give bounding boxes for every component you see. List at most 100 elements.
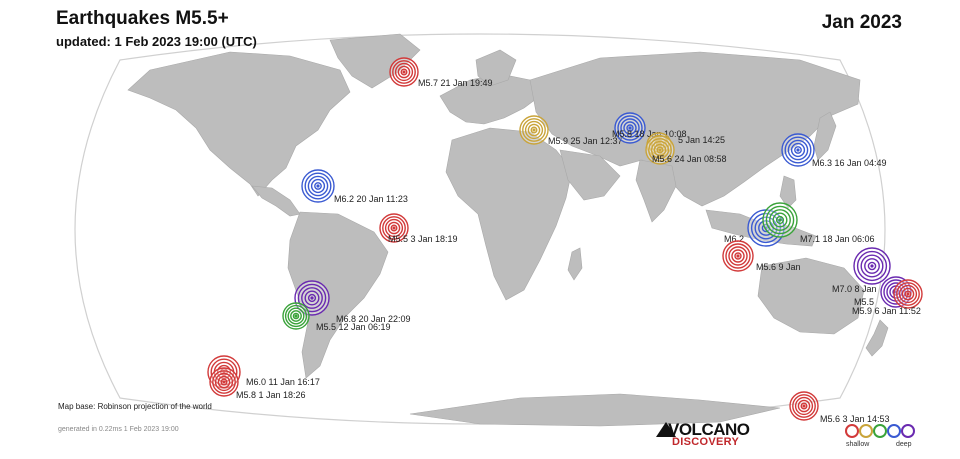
- earthquake-marker[interactable]: M6.2 20 Jan 11:23: [301, 169, 408, 204]
- quake-ring: [772, 212, 788, 228]
- earthquake-marker[interactable]: M5.5: [854, 276, 912, 308]
- quake-label: M6.0 11 Jan 16:17: [246, 377, 320, 387]
- quake-ring: [860, 254, 884, 278]
- quake-label: M5.9 25 Jan 12:37: [548, 136, 623, 146]
- quake-ring: [728, 246, 748, 266]
- quake-ring: [392, 60, 416, 84]
- quake-epicenter: [294, 314, 298, 318]
- quake-label: M5.7 21 Jan 19:49: [418, 78, 493, 88]
- quake-ring: [304, 290, 320, 306]
- quake-epicenter: [402, 70, 406, 74]
- earthquake-marker[interactable]: M5.6 3 Jan 14:53: [789, 391, 890, 424]
- quake-ring: [623, 121, 637, 135]
- earthquake-marker[interactable]: M5.8 18 Jan 10:08: [612, 112, 687, 144]
- quake-ring: [394, 62, 414, 82]
- quake-ring: [212, 370, 236, 394]
- depth-legend: shallow deep: [844, 422, 924, 450]
- earthquake-marker[interactable]: M5.7 21 Jan 19:49: [389, 57, 493, 88]
- quake-label: M5.5 12 Jan 06:19: [316, 322, 391, 332]
- legend-depth-ring: [873, 424, 887, 438]
- earthquake-marker[interactable]: M6.8 20 Jan 22:09: [294, 280, 411, 324]
- indonesia: [705, 209, 817, 247]
- earthquake-marker[interactable]: M5.9 6 Jan 11:52: [852, 279, 923, 316]
- legend-shallow-label: shallow: [846, 441, 870, 448]
- quake-ring: [314, 182, 322, 190]
- earthquake-marker[interactable]: M5.6 24 Jan 08:58: [645, 135, 727, 165]
- generated-note: generated in 0.22ms 1 Feb 2023 19:00: [58, 426, 179, 433]
- quake-epicenter: [796, 148, 800, 152]
- quake-ring: [530, 126, 538, 134]
- philippines: [779, 175, 797, 209]
- quake-ring: [220, 378, 228, 386]
- volcano-icon: [656, 422, 676, 437]
- quake-ring: [648, 138, 672, 162]
- quake-ring: [883, 279, 909, 305]
- quake-ring: [304, 172, 332, 200]
- quake-ring: [800, 402, 808, 410]
- quake-ring: [734, 252, 742, 260]
- quake-ring: [864, 258, 880, 274]
- quake-epicenter: [870, 264, 874, 268]
- quake-ring: [387, 221, 401, 235]
- legend-depth-ring: [901, 424, 915, 438]
- quake-ring: [656, 146, 664, 154]
- volcano-discovery-logo: VOLCANO DISCOVERY: [656, 420, 760, 448]
- quake-label: M7.1 18 Jan 06:06: [800, 234, 875, 244]
- quake-label: M5.5 3 Jan 18:19: [388, 234, 458, 244]
- earthquake-marker[interactable]: M5.6 9 Jan: [722, 240, 801, 272]
- quake-ring: [769, 209, 791, 231]
- quake-ring: [214, 372, 234, 392]
- quake-ring: [797, 399, 811, 413]
- quake-ring: [292, 312, 300, 320]
- quake-label: M7.0 8 Jan: [832, 284, 877, 294]
- quake-ring: [290, 310, 302, 322]
- madagascar: [567, 247, 583, 281]
- quake-ring: [790, 142, 806, 158]
- earthquake-marker[interactable]: M5.5 12 Jan 06:19: [282, 302, 391, 332]
- quake-ring: [794, 146, 802, 154]
- quake-epicenter: [778, 218, 782, 222]
- legend-depth-ring: [859, 424, 873, 438]
- quake-epicenter: [392, 226, 396, 230]
- quake-label: M6.2 20 Jan 11:23: [334, 194, 408, 204]
- quake-ring: [650, 140, 670, 160]
- quake-label: M5.6 3 Jan 14:53: [820, 414, 890, 424]
- earthquake-marker[interactable]: M6.3 16 Jan 04:49: [781, 133, 887, 168]
- asia: [529, 51, 861, 207]
- earthquake-marker[interactable]: M5.9 25 Jan 12:37: [519, 115, 623, 146]
- quake-ring: [792, 394, 816, 418]
- quake-ring: [904, 290, 912, 298]
- quake-epicenter: [532, 128, 536, 132]
- quake-ring: [310, 178, 326, 194]
- quake-ring: [775, 215, 785, 225]
- earthquake-marker[interactable]: M5.5 3 Jan 18:19: [379, 213, 458, 244]
- south-america: [287, 211, 389, 379]
- legend-depth-ring: [845, 424, 859, 438]
- quake-epicenter: [628, 126, 632, 130]
- quake-ring: [856, 250, 888, 282]
- quake-ring: [287, 307, 305, 325]
- earthquake-marker[interactable]: M7.0 8 Jan: [832, 247, 891, 294]
- quake-epicenter: [736, 254, 740, 258]
- quake-ring: [787, 139, 809, 161]
- north-america: [127, 51, 351, 197]
- earthquake-marker[interactable]: M5.8 1 Jan 18:26: [209, 367, 306, 400]
- quake-ring: [750, 212, 782, 244]
- quake-label: M6.8 20 Jan 22:09: [336, 314, 411, 324]
- quake-ring: [901, 287, 915, 301]
- quake-epicenter: [802, 404, 806, 408]
- quake-ring: [522, 118, 546, 142]
- quake-ring: [896, 282, 920, 306]
- earthquake-marker[interactable]: M7.1 18 Jan 06:06: [762, 202, 875, 244]
- quake-epicenter: [310, 296, 314, 300]
- australia: [757, 257, 865, 335]
- month-label: Jan 2023: [821, 12, 902, 33]
- brand-bottom: DISCOVERY: [672, 436, 740, 448]
- brand-top: VOLCANO: [668, 420, 750, 439]
- quake-label: 5 Jan 14:25: [678, 135, 725, 145]
- central-america: [251, 185, 301, 217]
- land-masses: [127, 33, 889, 427]
- quake-ring: [397, 65, 411, 79]
- quake-label: M5.6 9 Jan: [756, 262, 801, 272]
